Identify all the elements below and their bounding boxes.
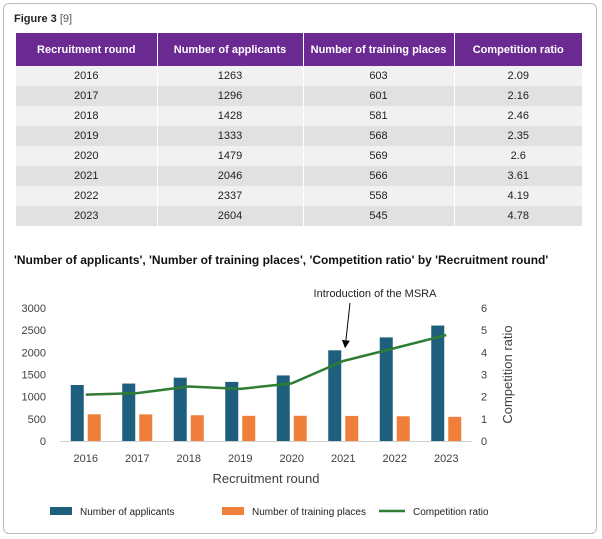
applicants-bar <box>276 375 290 441</box>
cell-applicants: 2046 <box>157 166 304 186</box>
training-places-bar <box>345 415 359 441</box>
cell-round: 2016 <box>16 66 158 86</box>
legend-training-places-label: Number of training places <box>252 507 366 518</box>
cell-round: 2020 <box>16 146 158 166</box>
applicants-bar <box>225 381 239 441</box>
table-row: 2016 1263 603 2.09 <box>16 66 582 86</box>
header-number-of-training-places: Number of training places <box>303 33 455 66</box>
cell-ratio: 2.16 <box>454 86 582 106</box>
training-places-bar <box>396 416 410 441</box>
training-places-bar <box>293 415 307 441</box>
y-tick-label: 2000 <box>22 347 46 359</box>
applicants-bar <box>70 385 84 441</box>
x-axis-title: Recruitment round <box>213 471 320 486</box>
x-tick-label: 2023 <box>434 453 458 465</box>
cell-applicants: 1296 <box>157 86 304 106</box>
y2-tick-label: 2 <box>481 392 487 404</box>
cell-ratio: 2.6 <box>454 146 582 166</box>
cell-ratio: 4.78 <box>454 206 582 226</box>
y2-tick-label: 1 <box>481 414 487 426</box>
cell-round: 2022 <box>16 186 158 206</box>
cell-round: 2023 <box>16 206 158 226</box>
figure-reference: [9] <box>59 13 73 25</box>
y-tick-label: 1000 <box>22 392 46 404</box>
training-places-bar <box>242 415 256 441</box>
chart-title: 'Number of applicants', 'Number of train… <box>14 253 549 267</box>
x-tick-label: 2016 <box>74 453 98 465</box>
cell-places: 569 <box>303 146 455 166</box>
table-header-row: Recruitment round Number of applicants N… <box>16 33 582 66</box>
applicants-bar <box>328 350 342 441</box>
legend-training-places-swatch <box>222 507 244 515</box>
cell-applicants: 2337 <box>157 186 304 206</box>
cell-places: 603 <box>303 66 455 86</box>
table-row: 2022 2337 558 4.19 <box>16 186 582 206</box>
cell-round: 2021 <box>16 166 158 186</box>
annotation-arrow <box>341 302 351 349</box>
legend-applicants-swatch <box>50 507 72 515</box>
cell-applicants: 2604 <box>157 206 304 226</box>
cell-ratio: 2.46 <box>454 106 582 126</box>
cell-places: 545 <box>303 206 455 226</box>
cell-ratio: 4.19 <box>454 186 582 206</box>
cell-applicants: 1428 <box>157 106 304 126</box>
x-tick-label: 2022 <box>383 453 407 465</box>
cell-round: 2019 <box>16 126 158 146</box>
training-places-bar <box>448 416 462 441</box>
y-tick-label: 3000 <box>22 303 46 315</box>
applicants-bar <box>379 337 393 441</box>
table-row: 2018 1428 581 2.46 <box>16 106 582 126</box>
data-table: Recruitment round Number of applicants N… <box>16 33 582 226</box>
y2-axis-title: Competition ratio <box>500 325 515 423</box>
applicants-bar <box>122 383 136 441</box>
annotation-label: Introduction of the MSRA <box>314 288 438 300</box>
y2-tick-label: 5 <box>481 325 487 337</box>
cell-ratio: 2.09 <box>454 66 582 86</box>
y-tick-label: 500 <box>28 414 46 426</box>
cell-places: 581 <box>303 106 455 126</box>
cell-applicants: 1263 <box>157 66 304 86</box>
cell-round: 2017 <box>16 86 158 106</box>
cell-places: 566 <box>303 166 455 186</box>
cell-places: 558 <box>303 186 455 206</box>
x-tick-label: 2018 <box>177 453 201 465</box>
cell-ratio: 2.35 <box>454 126 582 146</box>
table-row: 2023 2604 545 4.78 <box>16 206 582 226</box>
table-row: 2019 1333 568 2.35 <box>16 126 582 146</box>
header-number-of-applicants: Number of applicants <box>157 33 304 66</box>
figure-label: Figure 3 [9] <box>14 13 72 25</box>
y2-tick-label: 0 <box>481 436 487 448</box>
cell-round: 2018 <box>16 106 158 126</box>
cell-applicants: 1333 <box>157 126 304 146</box>
table-row: 2017 1296 601 2.16 <box>16 86 582 106</box>
applicants-bar <box>173 377 187 441</box>
header-competition-ratio: Competition ratio <box>454 33 582 66</box>
legend-applicants-label: Number of applicants <box>80 507 175 518</box>
header-recruitment-round: Recruitment round <box>16 33 158 66</box>
training-places-bar <box>87 414 101 441</box>
x-tick-label: 2020 <box>280 453 304 465</box>
table-row: 2021 2046 566 3.61 <box>16 166 582 186</box>
y-tick-label: 2500 <box>22 325 46 337</box>
figure-number: Figure 3 <box>14 13 57 25</box>
cell-places: 601 <box>303 86 455 106</box>
x-tick-label: 2019 <box>228 453 252 465</box>
y2-tick-label: 3 <box>481 370 487 382</box>
cell-places: 568 <box>303 126 455 146</box>
cell-applicants: 1479 <box>157 146 304 166</box>
y2-tick-label: 6 <box>481 303 487 315</box>
legend-competition-ratio-label: Competition ratio <box>413 507 489 518</box>
y-tick-label: 1500 <box>22 370 46 382</box>
training-places-bar <box>190 415 204 441</box>
applicants-bar <box>431 325 445 441</box>
competition-ratio-line <box>85 333 447 396</box>
training-places-bar <box>139 414 153 441</box>
table-row: 2020 1479 569 2.6 <box>16 146 582 166</box>
x-tick-label: 2017 <box>125 453 149 465</box>
cell-ratio: 3.61 <box>454 166 582 186</box>
y-tick-label: 0 <box>40 436 46 448</box>
y2-tick-label: 4 <box>481 347 487 359</box>
x-tick-label: 2021 <box>331 453 355 465</box>
